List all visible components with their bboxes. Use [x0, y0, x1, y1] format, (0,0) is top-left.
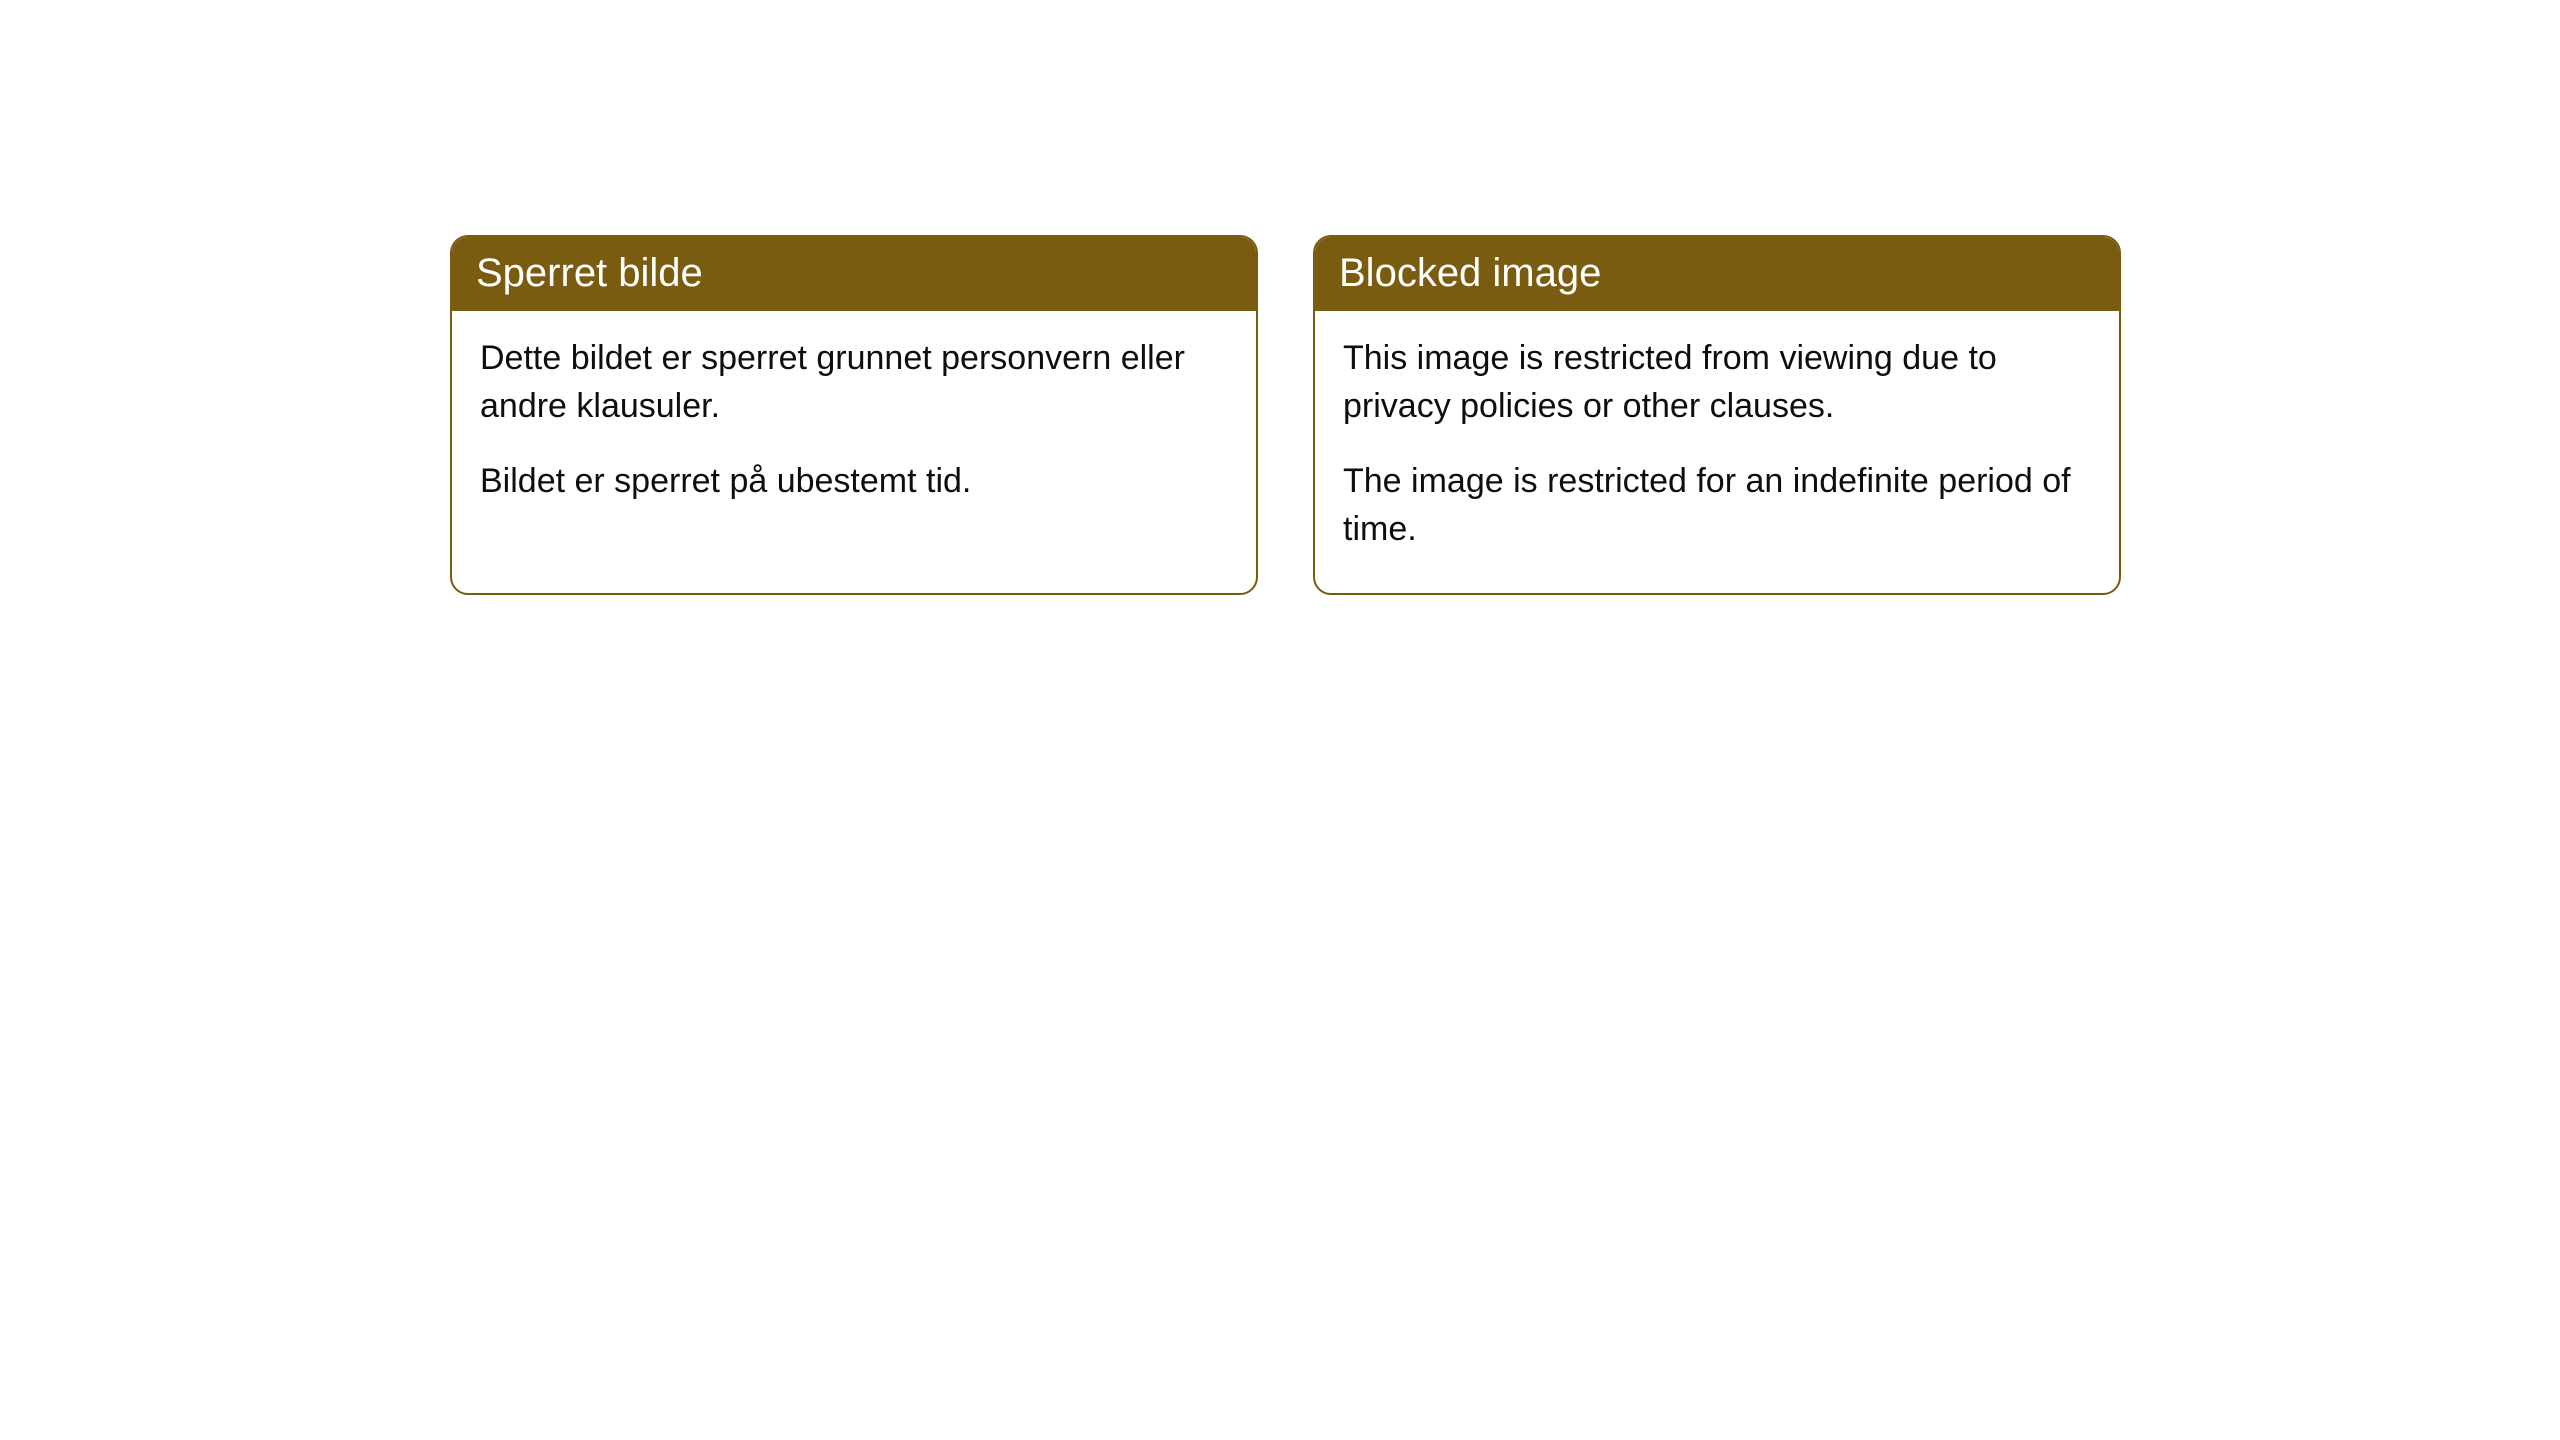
- message-cards-container: Sperret bilde Dette bildet er sperret gr…: [450, 235, 2560, 595]
- blocked-image-card-english: Blocked image This image is restricted f…: [1313, 235, 2121, 595]
- card-body: Dette bildet er sperret grunnet personve…: [452, 311, 1256, 546]
- card-header: Sperret bilde: [452, 237, 1256, 311]
- card-paragraph-2: Bildet er sperret på ubestemt tid.: [480, 458, 1228, 506]
- card-paragraph-1: Dette bildet er sperret grunnet personve…: [480, 335, 1228, 430]
- card-paragraph-1: This image is restricted from viewing du…: [1343, 335, 2091, 430]
- card-body: This image is restricted from viewing du…: [1315, 311, 2119, 593]
- blocked-image-card-norwegian: Sperret bilde Dette bildet er sperret gr…: [450, 235, 1258, 595]
- card-paragraph-2: The image is restricted for an indefinit…: [1343, 458, 2091, 553]
- card-header: Blocked image: [1315, 237, 2119, 311]
